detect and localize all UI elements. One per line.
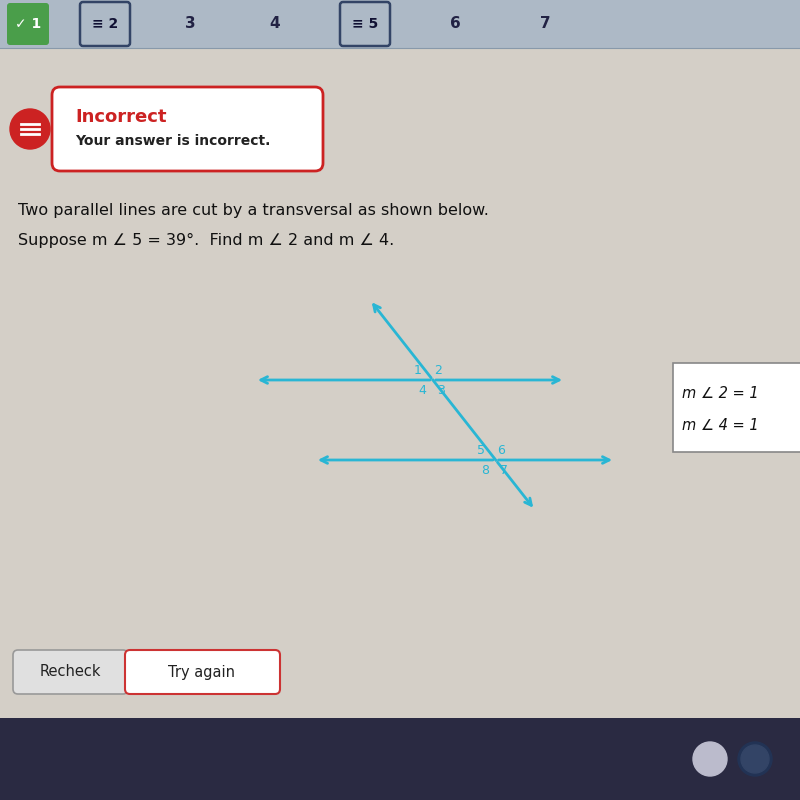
Text: 4: 4	[270, 17, 280, 31]
Text: Your answer is incorrect.: Your answer is incorrect.	[75, 134, 270, 148]
Text: Suppose m ∠ 5 = 39°.  Find m ∠ 2 and m ∠ 4.: Suppose m ∠ 5 = 39°. Find m ∠ 2 and m ∠ …	[18, 233, 394, 247]
FancyBboxPatch shape	[80, 2, 130, 46]
Text: 5: 5	[477, 443, 485, 457]
FancyBboxPatch shape	[0, 718, 800, 800]
Text: 3: 3	[437, 383, 445, 397]
Text: Try again: Try again	[169, 665, 235, 679]
FancyBboxPatch shape	[673, 363, 800, 452]
Text: 7: 7	[540, 17, 550, 31]
Text: 1: 1	[414, 363, 422, 377]
FancyBboxPatch shape	[13, 650, 128, 694]
FancyBboxPatch shape	[340, 2, 390, 46]
Text: Incorrect: Incorrect	[75, 108, 166, 126]
Text: ≡ 2: ≡ 2	[92, 17, 118, 31]
Text: ≡ 5: ≡ 5	[352, 17, 378, 31]
Text: 3: 3	[185, 17, 195, 31]
FancyBboxPatch shape	[0, 0, 800, 48]
Text: m ∠ 4 = 1: m ∠ 4 = 1	[682, 418, 758, 433]
FancyBboxPatch shape	[125, 650, 280, 694]
Text: 7: 7	[500, 463, 508, 477]
Text: m ∠ 2 = 1: m ∠ 2 = 1	[682, 386, 758, 401]
Text: 6: 6	[497, 443, 505, 457]
Circle shape	[693, 742, 727, 776]
FancyBboxPatch shape	[52, 87, 323, 171]
Circle shape	[741, 745, 769, 773]
Text: Recheck: Recheck	[39, 665, 101, 679]
Circle shape	[10, 109, 50, 149]
Text: 4: 4	[418, 383, 426, 397]
Text: 6: 6	[450, 17, 460, 31]
Circle shape	[738, 742, 772, 776]
Text: 8: 8	[481, 463, 489, 477]
Text: Two parallel lines are cut by a transversal as shown below.: Two parallel lines are cut by a transver…	[18, 202, 489, 218]
Text: 2: 2	[434, 363, 442, 377]
FancyBboxPatch shape	[7, 3, 49, 45]
Text: ✓ 1: ✓ 1	[15, 17, 41, 31]
